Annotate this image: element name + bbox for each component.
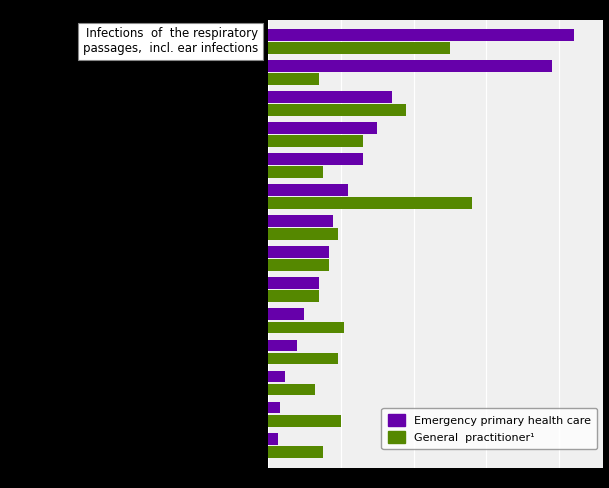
Bar <box>268 340 297 351</box>
Text: Infections  of  the respiratory
passages,  incl. ear infections: Infections of the respiratory passages, … <box>83 27 258 55</box>
Bar <box>268 215 334 227</box>
Bar <box>268 246 329 258</box>
Bar <box>268 415 341 427</box>
Bar <box>268 122 377 134</box>
Bar <box>268 290 319 302</box>
Bar <box>268 60 552 72</box>
Bar <box>268 166 323 178</box>
Legend: Emergency primary health care, General  practitioner¹: Emergency primary health care, General p… <box>381 407 597 449</box>
Bar <box>268 184 348 196</box>
Bar <box>268 353 338 365</box>
Bar <box>268 153 362 165</box>
Bar <box>268 384 315 395</box>
Bar <box>268 42 450 54</box>
Bar <box>268 370 286 383</box>
Bar <box>268 402 280 413</box>
Bar <box>268 228 338 240</box>
Bar <box>268 104 406 116</box>
Bar <box>268 29 574 41</box>
Bar <box>268 73 319 85</box>
Bar <box>268 197 472 209</box>
Bar <box>268 277 319 289</box>
Bar <box>268 91 392 103</box>
Bar <box>268 322 343 333</box>
Bar <box>268 308 304 320</box>
Bar <box>268 135 362 147</box>
Bar <box>268 446 323 458</box>
Bar <box>268 260 329 271</box>
Bar <box>268 433 278 445</box>
